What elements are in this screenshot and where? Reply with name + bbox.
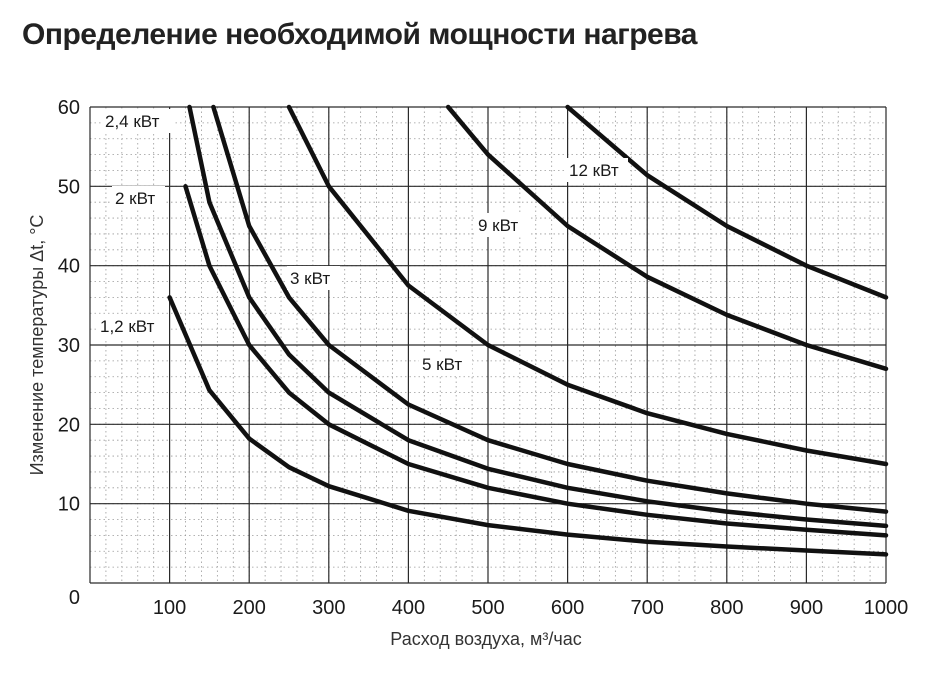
y-tick-label: 0 bbox=[69, 587, 80, 609]
y-tick-label: 20 bbox=[58, 414, 80, 436]
curve-label: 2,4 кВт bbox=[105, 112, 160, 131]
curve-label: 3 кВт bbox=[290, 269, 330, 288]
y-tick-label: 40 bbox=[58, 256, 80, 278]
curve-label: 5 кВт bbox=[422, 355, 462, 374]
y-axis-ticks: 0 10 20 30 40 50 60 bbox=[58, 97, 80, 609]
x-tick-label: 700 bbox=[631, 597, 664, 619]
y-tick-label: 50 bbox=[58, 176, 80, 198]
curve-2kw bbox=[183, 184, 889, 538]
curve-5kw bbox=[286, 104, 889, 467]
curve-label: 9 кВт bbox=[478, 216, 518, 235]
curve-12kw bbox=[565, 104, 889, 300]
x-tick-label: 800 bbox=[710, 597, 743, 619]
x-tick-label: 900 bbox=[790, 597, 823, 619]
x-tick-label: 300 bbox=[312, 597, 345, 619]
x-tick-label: 1000 bbox=[864, 597, 909, 619]
y-tick-label: 10 bbox=[58, 494, 80, 516]
x-axis-ticks: 100 200 300 400 500 600 700 800 900 1000 bbox=[153, 597, 908, 619]
power-curves bbox=[167, 104, 889, 557]
x-tick-label: 500 bbox=[471, 597, 504, 619]
curve-labels: 1,2 кВт 2 кВт 2,4 кВт 3 кВт 5 кВт 9 кВт 12 кВт bbox=[97, 109, 628, 376]
curve-label-bg bbox=[419, 352, 472, 376]
x-tick-label: 600 bbox=[551, 597, 584, 619]
curve-3kw bbox=[211, 104, 889, 514]
curve-12kw bbox=[167, 295, 889, 557]
chart-title: Определение необходимой мощности нагрева bbox=[22, 18, 697, 51]
x-tick-label: 400 bbox=[392, 597, 425, 619]
curve-9kw bbox=[445, 104, 889, 372]
curve-label: 2 кВт bbox=[115, 189, 155, 208]
x-tick-label: 200 bbox=[233, 597, 266, 619]
major-grid bbox=[89, 106, 887, 584]
x-axis-label: Расход воздуха, м³/час bbox=[390, 629, 581, 649]
curve-label-bg bbox=[566, 158, 628, 182]
y-tick-label: 30 bbox=[58, 335, 80, 357]
curve-label-bg bbox=[112, 186, 165, 210]
curve-24kw bbox=[187, 104, 889, 529]
y-tick-label: 60 bbox=[58, 97, 80, 119]
curve-label-bg bbox=[475, 213, 528, 237]
curve-label-bg bbox=[97, 314, 168, 338]
y-axis-label: Изменение температуры Δt, °C bbox=[27, 215, 47, 476]
x-tick-label: 100 bbox=[153, 597, 186, 619]
curve-label: 1,2 кВт bbox=[100, 317, 155, 336]
curve-label: 12 кВт bbox=[569, 161, 619, 180]
curve-label-bg bbox=[287, 266, 340, 290]
curve-label-bg bbox=[102, 109, 173, 133]
